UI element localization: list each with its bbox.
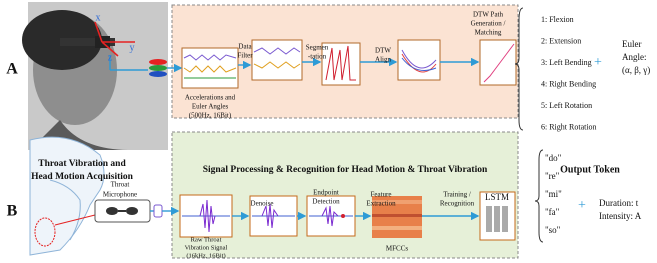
microphone: [95, 200, 178, 222]
token: 2: Extension: [541, 36, 581, 45]
step-label: Align: [375, 56, 391, 64]
step-label: Training /: [443, 191, 471, 199]
label: Accelerations and: [185, 94, 236, 102]
label: MFCCs: [386, 245, 408, 253]
caption: Signal Processing & Recognition for Head…: [203, 165, 488, 175]
step-label: Generation /: [471, 20, 506, 28]
token: 1: Flexion: [541, 15, 574, 24]
token: "do": [545, 153, 562, 163]
step-label: Matching: [475, 29, 502, 37]
step-label: Denoise: [251, 200, 274, 208]
step-label: Feature: [371, 191, 392, 199]
token: 6: Right Rotation: [541, 122, 597, 131]
figure: ABxyzThroat Vibration andHead Motion Acq…: [0, 0, 657, 263]
step-label: -tation: [308, 53, 327, 61]
label: Intensity: A: [599, 211, 642, 221]
step-label: Detection: [312, 198, 340, 206]
step-label: DTW: [375, 47, 391, 55]
label: Vibration Signal: [185, 244, 228, 251]
model-label: LSTM: [485, 192, 509, 202]
token: "mi": [545, 189, 562, 199]
brace: [535, 150, 543, 242]
step-label: Recognition: [440, 200, 475, 208]
step-label: Filter: [237, 52, 253, 60]
token: "re": [545, 171, 560, 181]
step-label: Data: [238, 43, 252, 51]
token: 4: Right Bending: [541, 79, 596, 88]
label: (α, β, γ): [622, 65, 650, 75]
photo: [22, 2, 168, 150]
plus: +: [594, 55, 602, 70]
caption: Output Token: [560, 164, 620, 175]
step-label: Endpoint: [313, 189, 339, 197]
token: "so": [545, 225, 561, 235]
panel-label: B: [7, 203, 18, 220]
head-sketch: [30, 137, 104, 255]
label: Euler: [622, 39, 642, 49]
panel-label: A: [6, 61, 18, 78]
label: Euler Angles: [192, 103, 229, 111]
label: Raw Throat: [191, 236, 222, 243]
token: 3: Left Bending: [541, 58, 592, 67]
sensor-icon: [149, 59, 167, 77]
plus: +: [578, 198, 586, 213]
token: 5: Left Rotation: [541, 101, 592, 110]
step-label: Segmen: [306, 44, 329, 52]
step-label: DTW Path: [473, 11, 504, 19]
label: Duration: t: [599, 198, 639, 208]
axis-label: z: [108, 52, 113, 63]
label: (16kHz, 16Bit): [186, 252, 225, 259]
axis-label: y: [130, 42, 135, 53]
step-label: Extraction: [366, 200, 396, 208]
label: Throat: [111, 181, 130, 189]
token: "fa": [545, 207, 560, 217]
caption: Throat Vibration and: [38, 159, 126, 169]
label: Microphone: [103, 191, 137, 199]
axis-label: x: [96, 12, 101, 23]
label: (500Hz, 16Bit): [189, 112, 232, 120]
label: Angle:: [622, 52, 647, 62]
